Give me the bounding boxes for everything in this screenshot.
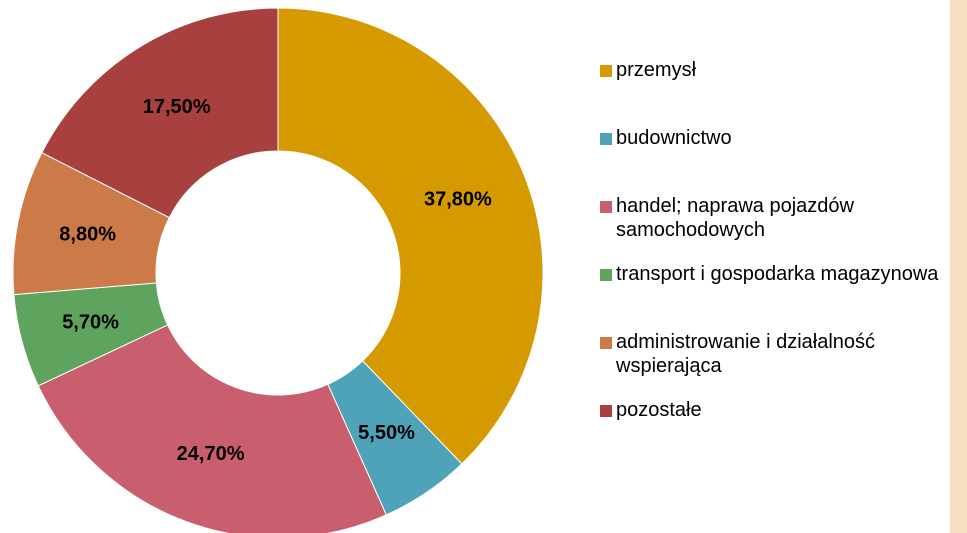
slice xyxy=(41,7,279,219)
legend-swatch xyxy=(600,65,612,77)
slice xyxy=(277,7,544,465)
legend-label: budownictwo xyxy=(616,127,732,149)
legend-label: handel; naprawa pojazdów samochodowych xyxy=(616,195,854,241)
legend-swatch xyxy=(600,337,612,349)
legend-item: handel; naprawa pojazdów samochodowych xyxy=(600,194,960,262)
legend-item: budownictwo xyxy=(600,126,960,194)
data-label: 5,50% xyxy=(358,422,415,444)
data-label: 5,70% xyxy=(62,311,119,333)
legend-label: transport i gospodarka magazynowa xyxy=(616,263,939,285)
legend-label: administrowanie i działalność wspierając… xyxy=(616,331,876,377)
border-stripe xyxy=(950,0,967,533)
legend: przemysł budownictwo handel; naprawa pojaz… xyxy=(600,58,960,466)
legend-swatch xyxy=(600,201,612,213)
legend-item: pozostałe xyxy=(600,398,960,466)
legend-swatch xyxy=(600,133,612,145)
data-label: 24,70% xyxy=(177,443,245,465)
legend-swatch xyxy=(600,405,612,417)
data-label: 17,50% xyxy=(143,96,211,118)
legend-item: administrowanie i działalność wspierając… xyxy=(600,330,960,398)
data-label: 37,80% xyxy=(424,189,492,211)
legend-swatch xyxy=(600,269,612,281)
slice xyxy=(37,324,387,533)
legend-item: przemysł xyxy=(600,58,960,126)
legend-label: przemysł xyxy=(616,59,697,81)
legend-item: transport i gospodarka magazynowa xyxy=(600,262,960,330)
data-label: 8,80% xyxy=(59,224,116,246)
legend-label: pozostałe xyxy=(616,399,702,421)
